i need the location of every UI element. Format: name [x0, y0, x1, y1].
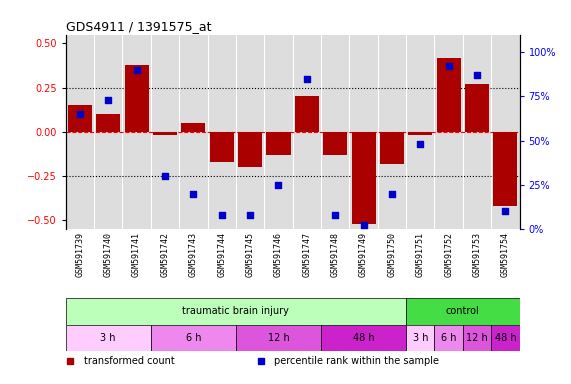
Point: [331, 212, 340, 218]
Bar: [463, 324, 491, 351]
Bar: [491, 324, 520, 351]
Text: 48 h: 48 h: [494, 333, 516, 343]
Text: GSM591742: GSM591742: [160, 232, 170, 277]
Bar: [295, 96, 319, 132]
Text: GSM591751: GSM591751: [416, 232, 425, 277]
Text: GSM591750: GSM591750: [388, 232, 396, 277]
Point: [387, 190, 396, 197]
Bar: [493, 132, 517, 206]
Bar: [435, 324, 463, 351]
Text: GSM591752: GSM591752: [444, 232, 453, 277]
Bar: [323, 132, 347, 155]
Text: 12 h: 12 h: [268, 333, 289, 343]
Point: [160, 173, 170, 179]
Bar: [406, 324, 435, 351]
Bar: [437, 58, 461, 132]
Text: GSM591741: GSM591741: [132, 232, 141, 277]
Bar: [96, 114, 120, 132]
Bar: [181, 123, 206, 132]
Bar: [238, 132, 262, 167]
Text: control: control: [446, 306, 480, 316]
Text: GSM591748: GSM591748: [331, 232, 340, 277]
Bar: [267, 132, 291, 155]
Text: transformed count: transformed count: [84, 356, 175, 366]
Bar: [151, 324, 236, 351]
Text: GSM591740: GSM591740: [104, 232, 112, 277]
Point: [302, 76, 311, 82]
Point: [75, 111, 85, 117]
Point: [472, 72, 481, 78]
Point: [246, 212, 255, 218]
Text: 12 h: 12 h: [466, 333, 488, 343]
Bar: [406, 298, 520, 324]
Text: GSM591745: GSM591745: [246, 232, 255, 277]
Text: GSM591739: GSM591739: [75, 232, 85, 277]
Bar: [380, 132, 404, 164]
Bar: [352, 132, 376, 223]
Point: [104, 97, 113, 103]
Text: 3 h: 3 h: [100, 333, 116, 343]
Text: GSM591754: GSM591754: [501, 232, 510, 277]
Bar: [321, 324, 406, 351]
Text: 48 h: 48 h: [353, 333, 375, 343]
Point: [274, 182, 283, 188]
Text: GSM591753: GSM591753: [473, 232, 481, 277]
Bar: [408, 132, 432, 135]
Text: 6 h: 6 h: [186, 333, 201, 343]
Bar: [68, 105, 92, 132]
Text: GSM591749: GSM591749: [359, 232, 368, 277]
Bar: [210, 132, 234, 162]
Text: traumatic brain injury: traumatic brain injury: [183, 306, 289, 316]
Text: GDS4911 / 1391575_at: GDS4911 / 1391575_at: [66, 20, 211, 33]
Bar: [124, 65, 148, 132]
Bar: [66, 324, 151, 351]
Bar: [66, 298, 406, 324]
Point: [217, 212, 226, 218]
Text: 6 h: 6 h: [441, 333, 456, 343]
Point: [132, 67, 141, 73]
Text: 3 h: 3 h: [413, 333, 428, 343]
Point: [416, 141, 425, 147]
Text: percentile rank within the sample: percentile rank within the sample: [275, 356, 440, 366]
Text: GSM591744: GSM591744: [217, 232, 226, 277]
Text: GSM591743: GSM591743: [189, 232, 198, 277]
Bar: [153, 132, 177, 135]
Bar: [465, 84, 489, 132]
Point: [501, 208, 510, 214]
Point: [359, 222, 368, 228]
Text: GSM591747: GSM591747: [302, 232, 311, 277]
Text: GSM591746: GSM591746: [274, 232, 283, 277]
Bar: [236, 324, 321, 351]
Point: [444, 63, 453, 70]
Point: [189, 190, 198, 197]
